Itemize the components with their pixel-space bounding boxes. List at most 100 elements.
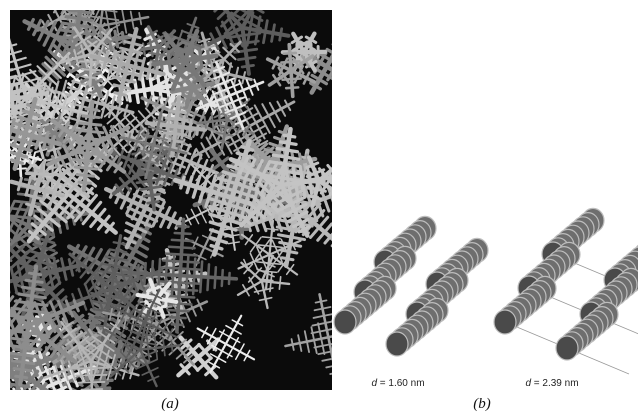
dendrite-branch bbox=[115, 358, 124, 367]
dendrite-branch bbox=[139, 158, 151, 163]
dendrite-branch bbox=[196, 298, 201, 306]
dendrite-branch bbox=[10, 52, 14, 56]
dendrite-branch bbox=[321, 357, 332, 362]
dendrite-branch bbox=[261, 118, 271, 134]
dendrite-branch bbox=[83, 344, 96, 354]
dendrite-branch bbox=[336, 372, 341, 373]
dendrite-branch bbox=[199, 275, 203, 294]
dendrite-branch bbox=[350, 333, 352, 343]
dendrite-branch bbox=[325, 47, 332, 55]
dendrite-branch bbox=[271, 153, 288, 159]
dendrite-branch bbox=[159, 330, 165, 339]
dendrite-branch bbox=[207, 196, 232, 207]
dendrite-branch bbox=[103, 325, 115, 330]
dendrite-branch bbox=[265, 227, 273, 231]
dendrite-branch bbox=[10, 258, 22, 270]
dendrite-branch bbox=[131, 317, 139, 332]
dendrite-branch bbox=[123, 115, 136, 130]
dendrite-branch bbox=[210, 112, 214, 123]
dendrite-branch bbox=[185, 182, 192, 195]
dendrite-branch bbox=[298, 342, 303, 352]
dendrite-branch bbox=[10, 361, 11, 364]
dendrite-branch bbox=[132, 363, 140, 369]
dendrite-branch bbox=[74, 0, 81, 7]
dendrite-branch bbox=[16, 63, 32, 70]
dendrite-branch bbox=[93, 315, 108, 321]
dendrite-branch bbox=[149, 367, 159, 373]
dendrite-branch bbox=[43, 61, 54, 72]
dendrite-branch bbox=[253, 260, 259, 271]
dendrite-branch bbox=[28, 271, 37, 276]
dendrite-branch bbox=[242, 71, 247, 79]
dendrite-branch bbox=[1, 201, 7, 213]
dendrite-branch bbox=[114, 53, 131, 60]
dendrite-branch bbox=[139, 17, 143, 26]
dendrite-branch bbox=[120, 311, 126, 321]
dendrite-branch bbox=[153, 335, 157, 349]
dendrite-branch bbox=[206, 263, 211, 279]
dendrite-branch bbox=[213, 81, 226, 88]
dendrite-branch bbox=[171, 345, 174, 353]
dendrite-branch bbox=[136, 131, 141, 143]
dendrite-branch bbox=[132, 248, 148, 259]
dendrite-branch bbox=[10, 143, 23, 150]
dendrite-branch bbox=[234, 103, 246, 110]
dendrite-branch bbox=[100, 138, 109, 154]
dendrite-branch bbox=[17, 399, 22, 400]
dendrite-branch bbox=[117, 124, 124, 133]
dendrite-branch bbox=[129, 356, 145, 364]
dendrite-branch bbox=[276, 233, 294, 239]
dendrite-branch bbox=[82, 35, 92, 42]
dendrite-arm bbox=[228, 80, 265, 97]
dendrite-branch bbox=[162, 173, 170, 186]
dendrite-branch bbox=[195, 165, 202, 171]
dendrite-branch bbox=[200, 200, 207, 210]
dendrite-branch bbox=[286, 257, 295, 262]
dendrite-branch bbox=[104, 2, 115, 4]
dendrite-branch bbox=[232, 329, 242, 335]
symbol: d bbox=[371, 378, 377, 389]
dendrite-branch bbox=[2, 128, 4, 136]
dendrite-branch bbox=[214, 50, 226, 61]
dendrite-branch bbox=[25, 331, 50, 338]
dendrite-branch bbox=[232, 336, 240, 349]
dendrite-branch bbox=[175, 352, 184, 360]
dendrite-branch bbox=[264, 166, 286, 173]
dendrite-branch bbox=[140, 303, 152, 310]
dendrite-branch bbox=[205, 95, 211, 105]
dendrite-branch bbox=[32, 393, 38, 408]
dendrite-branch bbox=[44, 130, 50, 142]
dendrite-branch bbox=[331, 43, 332, 46]
dendrite-branch bbox=[325, 328, 332, 331]
dendrite-branch bbox=[53, 123, 60, 131]
dendrite-branch bbox=[108, 295, 131, 301]
dendrite-branch bbox=[200, 142, 207, 152]
dendrite-branch bbox=[93, 35, 103, 43]
dendrite-branch bbox=[10, 351, 26, 357]
dendrite-branch bbox=[171, 102, 180, 107]
dendrite-branch bbox=[212, 161, 223, 171]
dendrite-branch bbox=[32, 243, 46, 249]
dendrite-branch bbox=[25, 396, 30, 408]
dendrite-branch bbox=[90, 200, 103, 215]
dendrite-branch bbox=[33, 301, 44, 322]
dendrite-branch bbox=[57, 127, 66, 138]
dendrite-branch bbox=[142, 133, 157, 139]
dendrite-branch bbox=[112, 241, 121, 245]
dendrite-branch bbox=[85, 339, 101, 351]
dendrite-branch bbox=[309, 59, 318, 66]
dendrite-branch bbox=[221, 224, 238, 232]
dendrite-branch bbox=[3, 367, 7, 377]
dendrite-branch bbox=[166, 148, 171, 159]
dendrite-branch bbox=[81, 114, 93, 119]
dendrite-branch bbox=[10, 314, 31, 320]
dendrite-branch bbox=[213, 10, 218, 13]
dendrite-branch bbox=[197, 89, 207, 97]
dendrite-branch bbox=[290, 38, 299, 45]
dendrite-branch bbox=[305, 71, 311, 80]
dendrite-branch bbox=[336, 336, 339, 351]
dendrite-branch bbox=[322, 197, 331, 213]
dendrite-branch bbox=[247, 201, 259, 212]
dendrite-branch bbox=[64, 377, 73, 390]
dendrite-branch bbox=[108, 248, 120, 252]
